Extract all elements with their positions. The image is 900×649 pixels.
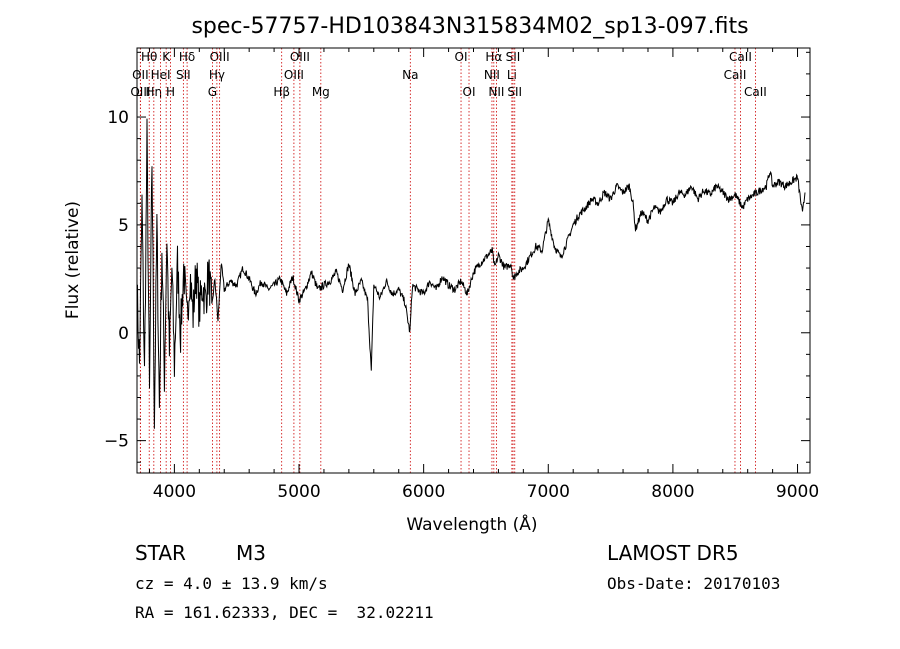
- spectral-line-label-7: Hδ: [179, 50, 195, 64]
- y-tick-label-0: −5: [104, 432, 129, 452]
- x-axis-label: Wavelength (Å): [406, 513, 537, 535]
- spectral-line-label-2: OIII: [130, 85, 150, 99]
- y-tick-label-1: 0: [118, 324, 129, 344]
- spectral-line-label-25: CaII: [729, 50, 752, 64]
- spectral-line-label-11: G: [208, 85, 217, 99]
- spectral-line-label-4: K: [162, 50, 171, 64]
- spectral-line-label-6: H: [166, 85, 175, 99]
- spectral-line-label-19: Hα: [485, 50, 502, 64]
- spectral-line-label-17: OI: [455, 50, 468, 64]
- x-tick-label-3: 7000: [527, 482, 570, 502]
- survey-label: LAMOST DR5: [607, 541, 739, 565]
- spectral-line-label-15: Mg: [312, 85, 330, 99]
- x-tick-label-4: 8000: [651, 482, 694, 502]
- chart-title: spec-57757-HD103843N315834M02_sp13-097.f…: [191, 14, 748, 39]
- spectral-line-label-14: OIII: [284, 68, 304, 82]
- observation-date: Obs-Date: 20170103: [607, 574, 781, 593]
- spectral-line-label-18: OI: [463, 85, 476, 99]
- y-tick-label-3: 10: [107, 108, 129, 128]
- spectrum-data-layer: [136, 118, 806, 429]
- spectral-line-label-26: CaII: [724, 68, 747, 82]
- spectral-line-label-10: Hγ: [209, 68, 225, 82]
- spectral-line-label-24: SII: [507, 85, 522, 99]
- spectral-line-label-1: OII: [132, 68, 149, 82]
- axis-ticks-layer: 4000 5000 6000 7000 8000 9000 −5 0 5 10: [104, 48, 819, 502]
- y-axis-label: Flux (relative): [63, 201, 83, 319]
- spectrum-line: [136, 118, 806, 429]
- object-class-label: STAR: [135, 541, 186, 565]
- object-subclass-label: M3: [236, 541, 266, 565]
- x-tick-label-1: 5000: [277, 482, 320, 502]
- x-tick-label-2: 6000: [402, 482, 445, 502]
- spectral-line-label-9: OIII: [210, 50, 230, 64]
- spectral-line-label-13: OIII: [290, 50, 310, 64]
- spectral-line-label-22: SII: [506, 50, 521, 64]
- spectral-line-label-5: HeI: [151, 68, 171, 82]
- spectral-line-label-0: Hθ: [141, 50, 157, 64]
- spectral-line-label-16: Na: [402, 68, 418, 82]
- spectral-line-label-23: Li: [507, 68, 517, 82]
- x-tick-label-5: 9000: [776, 482, 819, 502]
- coordinates-text: RA = 161.62333, DEC = 32.02211: [135, 603, 434, 622]
- y-tick-label-2: 5: [118, 216, 129, 236]
- spectral-line-label-20: NII: [484, 68, 500, 82]
- spectral-line-label-3: Hη: [146, 85, 163, 99]
- redshift-text: cz = 4.0 ± 13.9 km/s: [135, 574, 328, 593]
- x-tick-label-0: 4000: [153, 482, 196, 502]
- plot-frame: [136, 47, 811, 474]
- spectral-line-label-8: SII: [176, 68, 191, 82]
- spectral-line-label-12: Hβ: [273, 85, 290, 99]
- spectral-line-label-27: CaII: [744, 85, 767, 99]
- spectral-line-label-21: NII: [488, 85, 504, 99]
